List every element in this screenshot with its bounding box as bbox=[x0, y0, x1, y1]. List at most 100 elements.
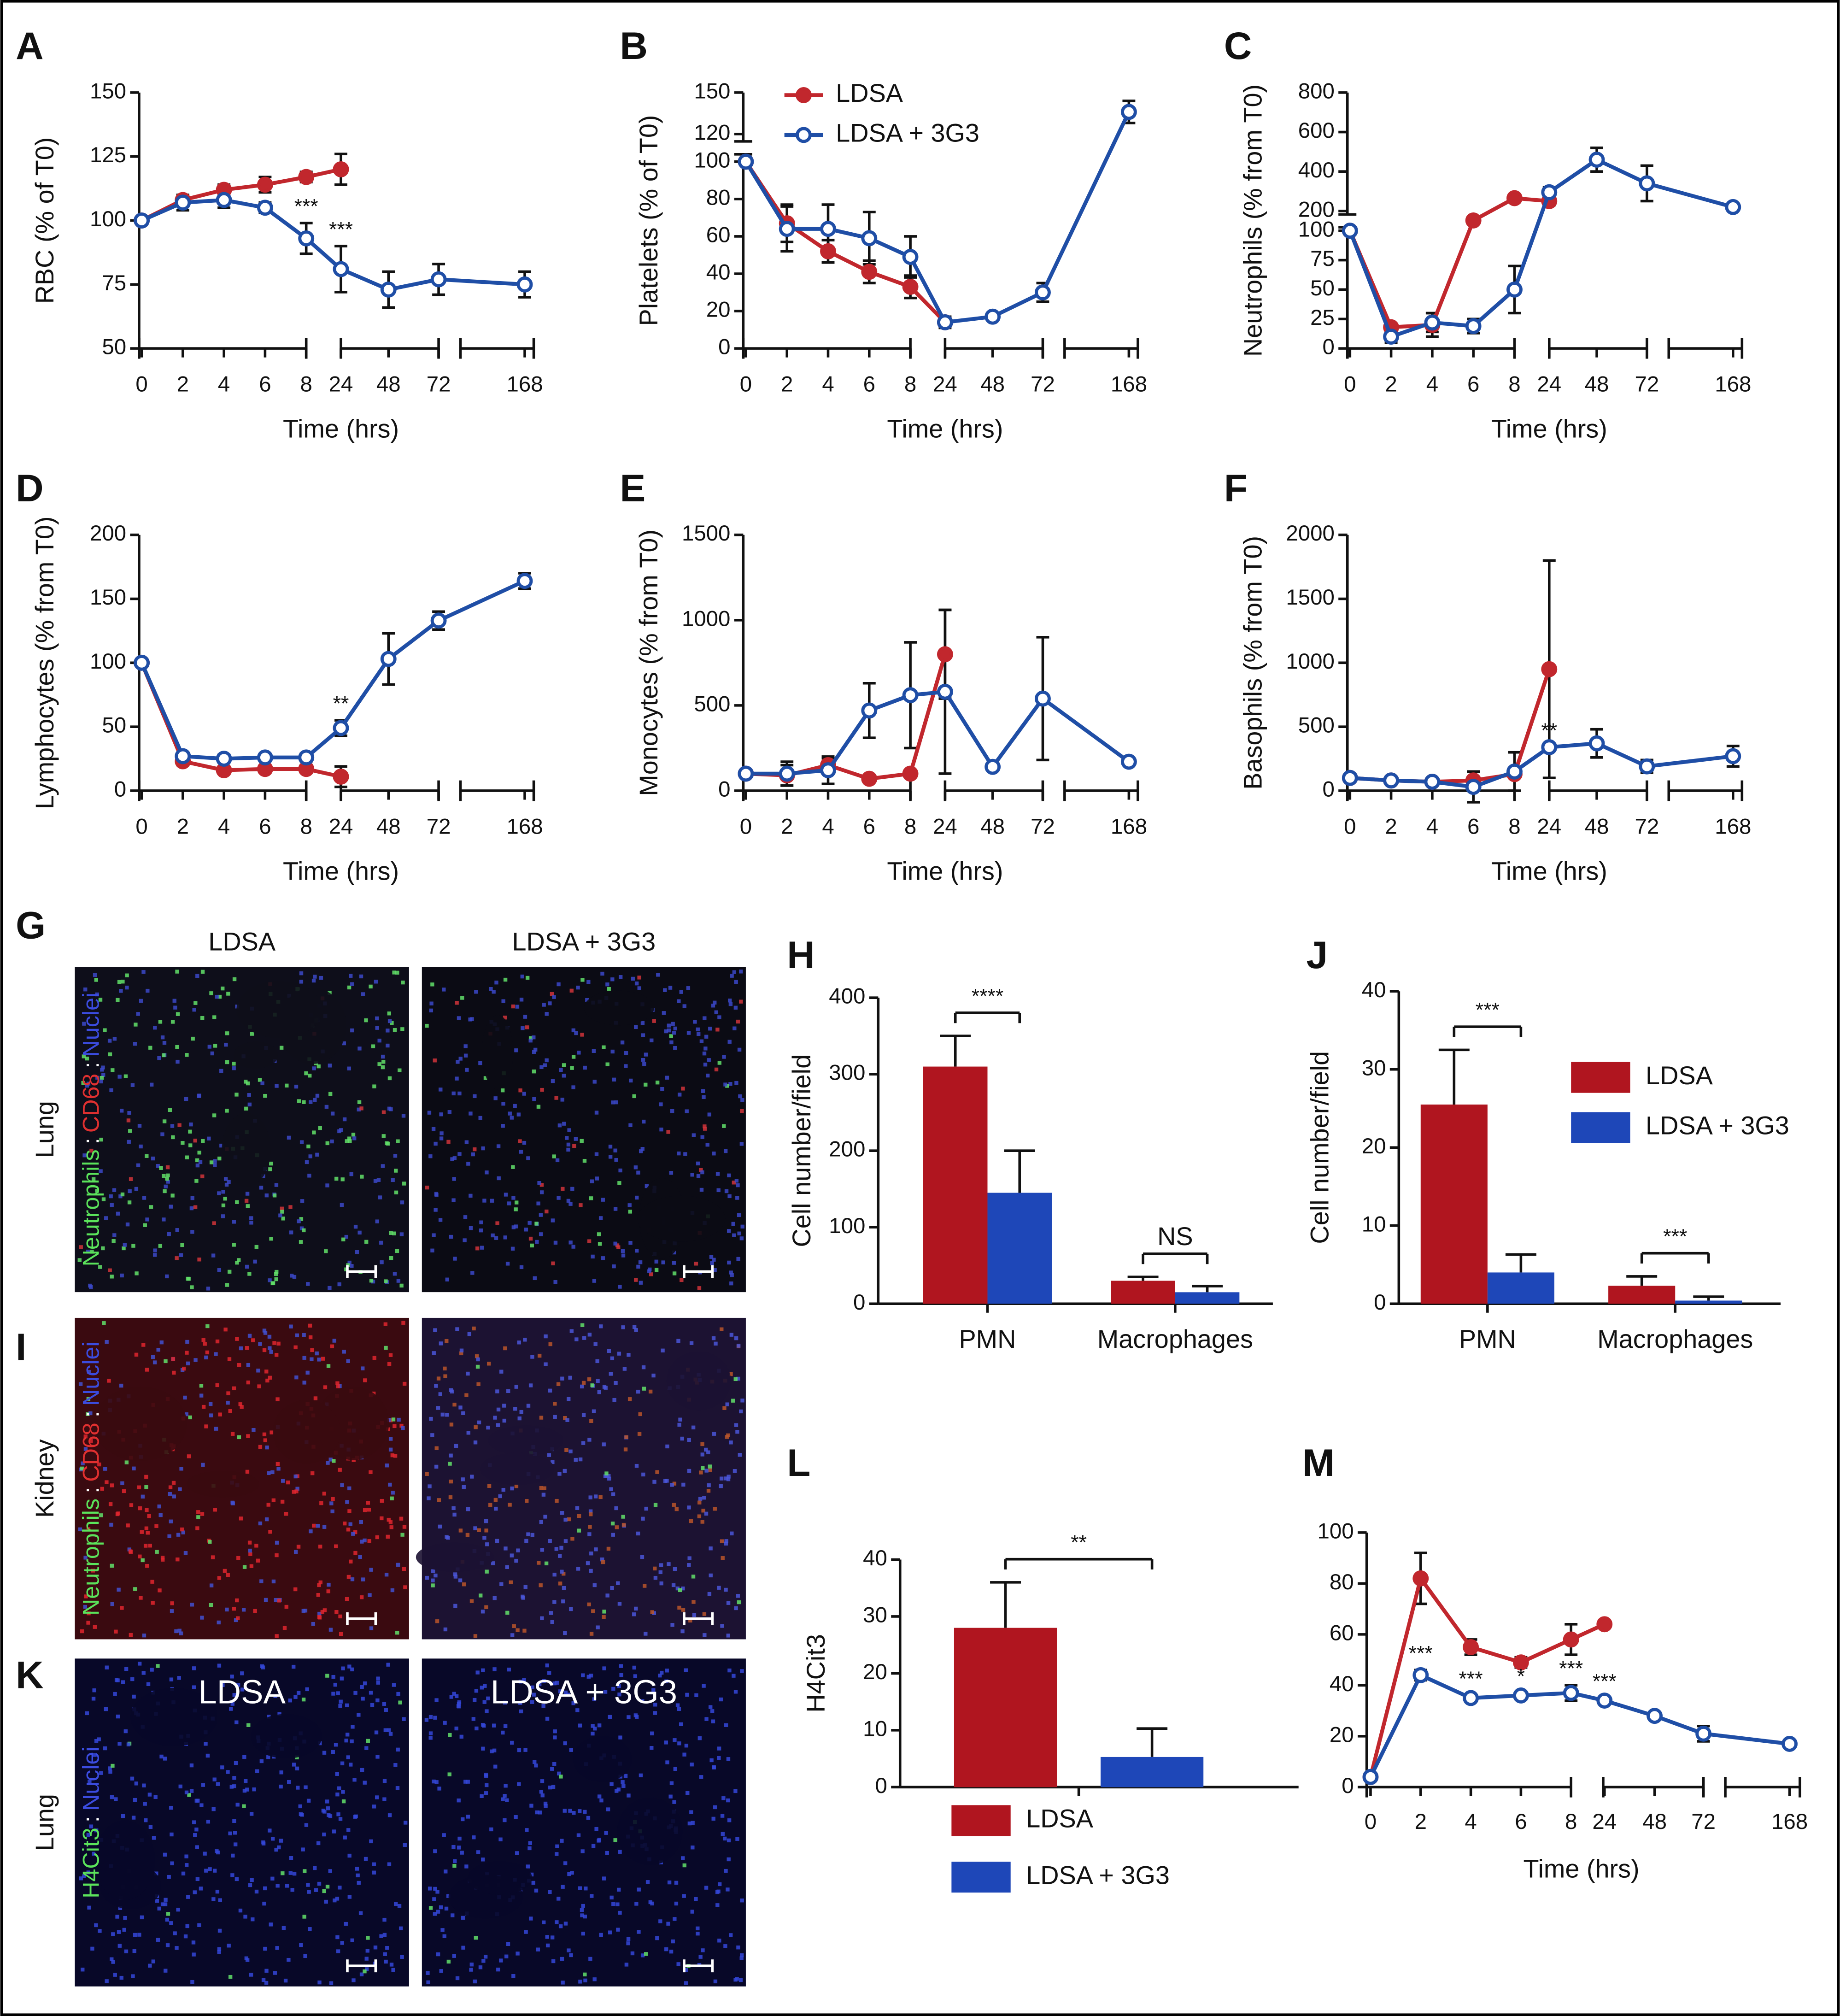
cell bbox=[485, 1542, 489, 1546]
cell bbox=[94, 1923, 98, 1928]
cell bbox=[179, 1631, 183, 1635]
cell bbox=[672, 1503, 676, 1507]
cell bbox=[691, 1600, 696, 1604]
cell bbox=[347, 1664, 352, 1669]
cell bbox=[168, 1108, 172, 1112]
x-tick-label: 72 bbox=[1031, 372, 1055, 397]
cell bbox=[251, 1917, 255, 1922]
cell bbox=[432, 1351, 436, 1355]
x-tick-label: 0 bbox=[740, 372, 752, 397]
cell bbox=[313, 1396, 318, 1400]
cell bbox=[728, 1082, 732, 1086]
cell bbox=[214, 1352, 218, 1356]
cell bbox=[293, 1345, 298, 1350]
cell bbox=[592, 1583, 597, 1587]
cell bbox=[453, 1604, 457, 1608]
cell bbox=[384, 1572, 389, 1577]
cell bbox=[335, 1793, 340, 1797]
cell bbox=[437, 1498, 441, 1502]
cell bbox=[674, 1901, 679, 1906]
cell bbox=[442, 987, 446, 992]
cell bbox=[560, 1569, 564, 1574]
cell bbox=[484, 1774, 488, 1778]
cell bbox=[711, 1816, 715, 1821]
cell bbox=[398, 1068, 402, 1072]
cell bbox=[173, 1931, 177, 1935]
cell bbox=[246, 1723, 251, 1727]
cell bbox=[345, 1597, 349, 1601]
cell bbox=[670, 1483, 674, 1487]
cell bbox=[526, 1156, 530, 1160]
cell bbox=[616, 1887, 621, 1892]
cell bbox=[555, 1920, 559, 1924]
cell bbox=[591, 1731, 595, 1736]
cell bbox=[248, 1548, 252, 1553]
cell bbox=[673, 1767, 678, 1771]
cell bbox=[702, 1052, 707, 1056]
cell bbox=[498, 1494, 502, 1499]
cell bbox=[703, 1046, 708, 1051]
cell bbox=[609, 1487, 613, 1491]
cell bbox=[389, 1525, 393, 1529]
cell bbox=[581, 1413, 586, 1417]
cell bbox=[232, 977, 237, 982]
cell bbox=[694, 1693, 698, 1698]
cell bbox=[732, 970, 737, 974]
cell bbox=[453, 1257, 457, 1261]
cell bbox=[185, 1351, 189, 1355]
cell bbox=[387, 1728, 391, 1732]
cell bbox=[249, 1812, 254, 1816]
cell bbox=[264, 1981, 269, 1985]
cell bbox=[88, 1411, 93, 1416]
cell bbox=[279, 1770, 283, 1775]
cell bbox=[692, 1613, 697, 1617]
cell bbox=[113, 1973, 117, 1977]
cell bbox=[193, 1001, 198, 1005]
cell bbox=[601, 1256, 605, 1260]
cell bbox=[299, 1812, 303, 1816]
cell bbox=[639, 1773, 643, 1778]
cell bbox=[360, 1685, 364, 1689]
cell bbox=[611, 1687, 615, 1691]
cell bbox=[656, 973, 660, 977]
cell bbox=[483, 1076, 488, 1080]
cell bbox=[463, 1780, 468, 1784]
cell bbox=[494, 981, 498, 985]
cell bbox=[516, 1628, 520, 1632]
cell bbox=[723, 1082, 727, 1087]
cell bbox=[697, 1032, 701, 1036]
cell bbox=[309, 1529, 313, 1534]
data-point bbox=[333, 768, 349, 785]
cell bbox=[732, 1181, 736, 1185]
cell bbox=[162, 1217, 166, 1222]
cell bbox=[519, 1410, 523, 1414]
cell bbox=[488, 1503, 492, 1507]
cell bbox=[667, 1023, 671, 1028]
cell bbox=[588, 1957, 592, 1961]
x-axis-label: Time (hrs) bbox=[1491, 414, 1607, 443]
cell bbox=[681, 1608, 686, 1612]
cell bbox=[708, 1464, 712, 1469]
cell bbox=[85, 1056, 89, 1061]
cell bbox=[267, 1334, 272, 1339]
cell bbox=[704, 1511, 709, 1516]
cell bbox=[310, 1357, 314, 1361]
series-line bbox=[744, 160, 947, 324]
y-tick-label: 100 bbox=[90, 207, 126, 231]
cell bbox=[429, 1001, 434, 1005]
cell bbox=[119, 1383, 123, 1388]
cell bbox=[259, 1759, 264, 1763]
cell bbox=[728, 999, 732, 1003]
cell bbox=[571, 1028, 575, 1033]
data-point bbox=[216, 192, 232, 208]
cell bbox=[449, 1234, 453, 1239]
cell bbox=[503, 1235, 507, 1240]
cell bbox=[155, 1899, 159, 1903]
cell bbox=[308, 1335, 313, 1340]
cell bbox=[170, 1832, 174, 1837]
cell bbox=[124, 1949, 129, 1953]
cell bbox=[166, 1173, 170, 1178]
x-tick-label: 168 bbox=[1111, 814, 1147, 839]
cell bbox=[324, 1105, 329, 1109]
y-tick-label: 50 bbox=[102, 713, 126, 738]
